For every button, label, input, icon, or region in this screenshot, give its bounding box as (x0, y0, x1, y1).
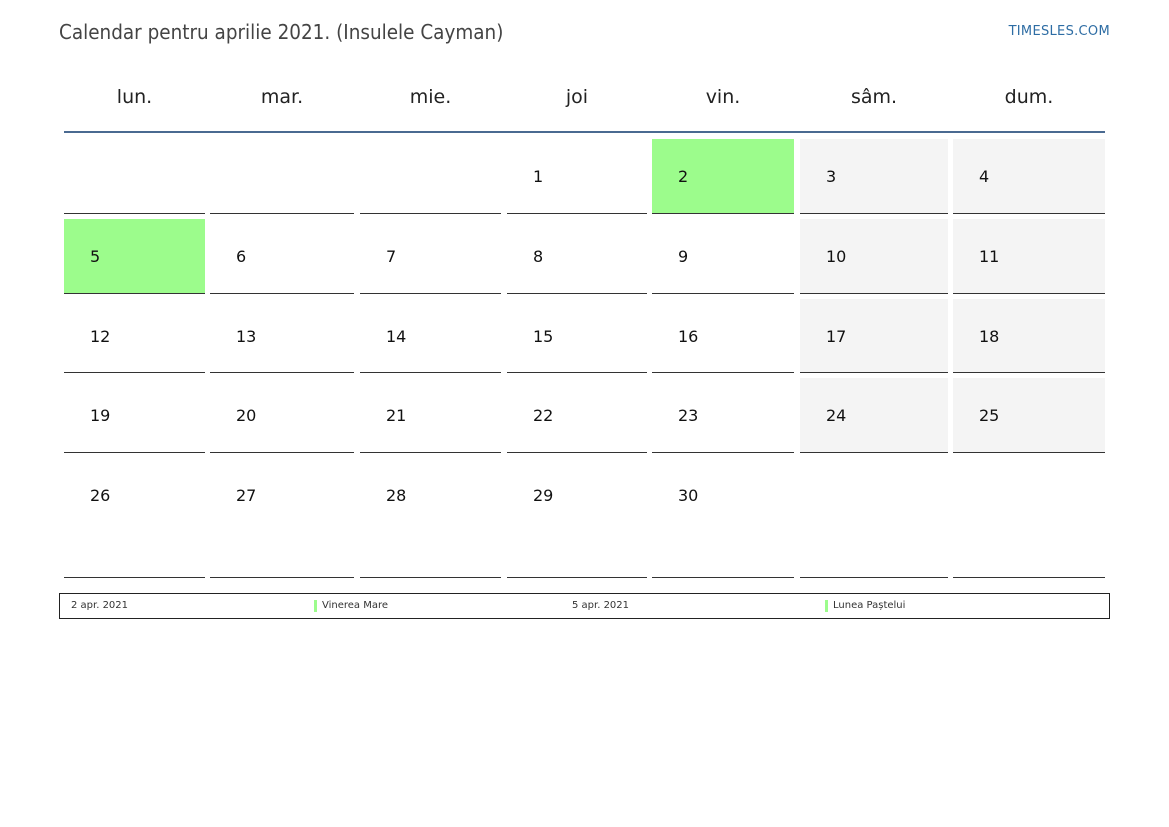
empty-day-cell (360, 139, 501, 214)
day-number: 18 (979, 327, 1000, 346)
day-number: 30 (678, 486, 699, 505)
legend-holiday-name: Lunea Paștelui (833, 600, 906, 611)
day-cell[interactable]: 21 (360, 378, 501, 453)
day-cell[interactable]: 1 (507, 139, 647, 214)
day-cell[interactable]: 13 (210, 299, 354, 373)
legend-date: 2 apr. 2021 (71, 600, 129, 611)
day-cell[interactable]: 10 (800, 219, 948, 294)
day-cell[interactable]: 30 (652, 458, 794, 578)
weekday-label: joi (565, 86, 589, 108)
day-number: 27 (236, 486, 257, 505)
weekday-header-row: lun. mar. mie. joi vin. sâm. dum. (64, 86, 1105, 112)
day-number: 28 (386, 486, 407, 505)
day-number: 13 (236, 327, 257, 346)
day-number: 19 (90, 406, 111, 425)
day-number: 11 (979, 247, 1000, 266)
day-cell[interactable]: 11 (953, 219, 1105, 294)
legend-swatch (314, 600, 317, 612)
day-cell[interactable]: 22 (507, 378, 647, 453)
site-link[interactable]: TIMESLES.COM (1008, 24, 1110, 39)
legend-swatch (825, 600, 828, 612)
day-number: 15 (533, 327, 554, 346)
day-number: 25 (979, 406, 1000, 425)
day-number: 14 (386, 327, 407, 346)
legend-holiday-name: Vinerea Mare (322, 600, 389, 611)
day-cell[interactable]: 9 (652, 219, 794, 294)
day-cell[interactable]: 5 (64, 219, 205, 294)
day-number: 2 (678, 167, 689, 186)
weekday-label: lun. (116, 86, 153, 108)
weekday-label: mar. (260, 86, 304, 108)
day-number: 10 (826, 247, 847, 266)
day-cell[interactable]: 16 (652, 299, 794, 373)
day-number: 7 (386, 247, 397, 266)
legend-date: 5 apr. 2021 (572, 600, 630, 611)
day-cell[interactable]: 15 (507, 299, 647, 373)
day-cell[interactable]: 17 (800, 299, 948, 373)
empty-day-cell (210, 139, 354, 214)
page-title: Calendar pentru aprilie 2021. (Insulele … (59, 20, 504, 44)
day-number: 1 (533, 167, 544, 186)
empty-day-cell (953, 458, 1105, 578)
day-cell[interactable]: 20 (210, 378, 354, 453)
day-number: 21 (386, 406, 407, 425)
day-cell[interactable]: 4 (953, 139, 1105, 214)
day-cell[interactable]: 28 (360, 458, 501, 578)
day-number: 12 (90, 327, 111, 346)
day-cell[interactable]: 19 (64, 378, 205, 453)
day-cell[interactable]: 3 (800, 139, 948, 214)
weekday-label: sâm. (850, 86, 898, 108)
day-number: 24 (826, 406, 847, 425)
day-cell[interactable]: 14 (360, 299, 501, 373)
day-cell[interactable]: 24 (800, 378, 948, 453)
header-divider (64, 131, 1105, 133)
day-cell[interactable]: 23 (652, 378, 794, 453)
day-cell[interactable]: 6 (210, 219, 354, 294)
day-cell[interactable]: 18 (953, 299, 1105, 373)
day-cell[interactable]: 29 (507, 458, 647, 578)
day-number: 4 (979, 167, 990, 186)
day-number: 6 (236, 247, 247, 266)
day-number: 5 (90, 247, 101, 266)
empty-day-cell (64, 139, 205, 214)
day-cell[interactable]: 8 (507, 219, 647, 294)
day-number: 26 (90, 486, 111, 505)
day-number: 3 (826, 167, 837, 186)
day-number: 9 (678, 247, 689, 266)
weekday-label: dum. (1004, 86, 1054, 108)
day-cell[interactable]: 25 (953, 378, 1105, 453)
day-number: 29 (533, 486, 554, 505)
day-cell[interactable]: 7 (360, 219, 501, 294)
day-cell[interactable]: 27 (210, 458, 354, 578)
empty-day-cell (800, 458, 948, 578)
day-cell[interactable]: 26 (64, 458, 205, 578)
weekday-label: mie. (409, 86, 452, 108)
weekday-label: vin. (705, 86, 741, 108)
day-number: 16 (678, 327, 699, 346)
day-number: 8 (533, 247, 544, 266)
day-number: 20 (236, 406, 257, 425)
day-cell[interactable]: 12 (64, 299, 205, 373)
day-number: 23 (678, 406, 699, 425)
day-cell[interactable]: 2 (652, 139, 794, 214)
holiday-legend: 2 apr. 2021 Vinerea Mare 5 apr. 2021 Lun… (59, 593, 1110, 619)
day-number: 17 (826, 327, 847, 346)
day-number: 22 (533, 406, 554, 425)
